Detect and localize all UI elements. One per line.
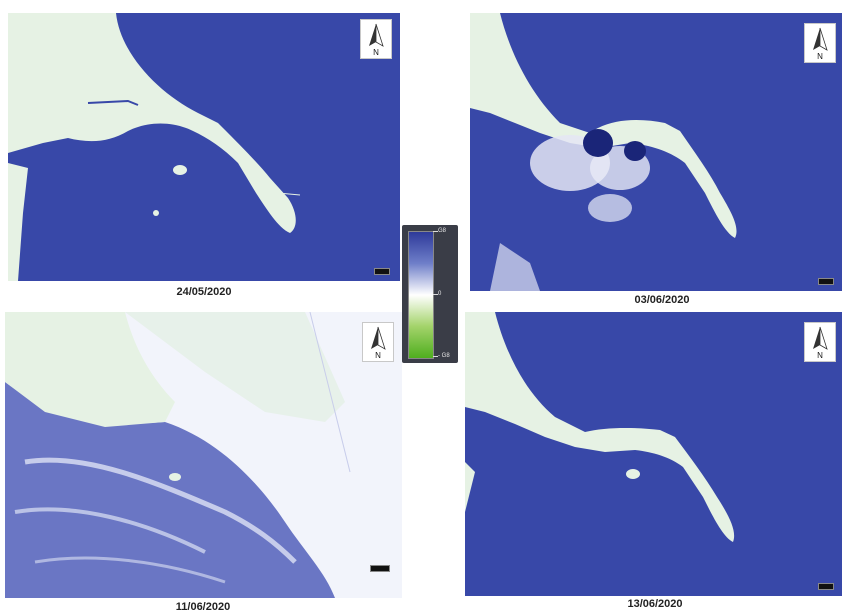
panel-date-1: 24/05/2020 (176, 286, 232, 298)
legend-tick-max (433, 231, 438, 232)
map-image-3 (5, 312, 402, 598)
color-legend: G8 0 - G8 (402, 225, 458, 363)
scale-bar (374, 268, 390, 275)
map-panel-4: N (465, 312, 842, 596)
map-panel-1: N (8, 13, 400, 281)
color-ramp (408, 231, 434, 359)
legend-max-label: G8 (438, 228, 447, 234)
scale-bar (818, 583, 834, 590)
north-arrow: N (804, 322, 836, 362)
legend-tick-mid (433, 294, 438, 295)
map-image-4 (465, 312, 842, 596)
legend-tick-min (433, 356, 438, 357)
scale-bar (818, 278, 834, 285)
panel-date-3: 11/06/2020 (175, 601, 231, 613)
north-label: N (817, 52, 823, 61)
map-panel-2: N (470, 13, 842, 291)
panel-date-2: 03/06/2020 (634, 294, 690, 306)
map-panel-3: N (5, 312, 402, 598)
north-label: N (817, 351, 823, 360)
legend-mid-label: 0 (438, 291, 442, 297)
legend-min-label: - G8 (438, 353, 450, 359)
north-arrow: N (360, 19, 392, 59)
map-image-1 (8, 13, 400, 281)
map-image-2 (470, 13, 842, 291)
north-label: N (375, 351, 381, 360)
north-arrow: N (362, 322, 394, 362)
panel-date-4: 13/06/2020 (627, 598, 683, 610)
scale-bar (370, 565, 390, 572)
north-label: N (373, 48, 379, 57)
north-arrow: N (804, 23, 836, 63)
